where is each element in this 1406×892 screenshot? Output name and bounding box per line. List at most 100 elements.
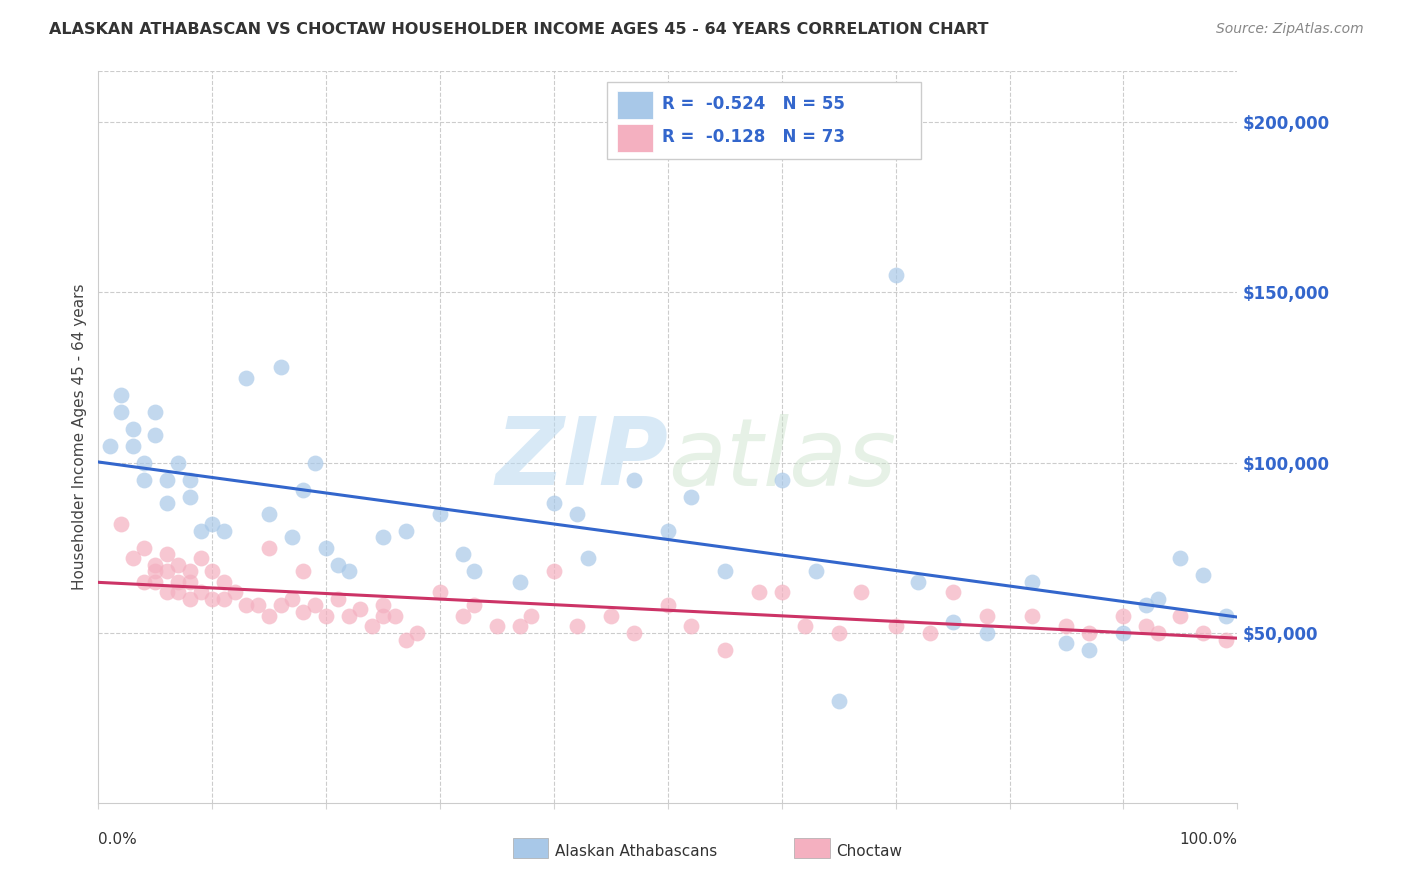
Point [145,565,167,579]
Point [918,625,941,640]
FancyBboxPatch shape [617,124,652,152]
Point [156,473,179,487]
Point [1192,625,1215,640]
Point [884,619,907,633]
Point [565,619,588,633]
Point [201,591,224,606]
Point [1078,642,1101,657]
Point [748,585,770,599]
Point [1021,608,1043,623]
Point [212,591,235,606]
Point [1135,619,1157,633]
Point [179,490,201,504]
Point [145,428,167,442]
Point [190,550,212,565]
Point [600,608,623,623]
Point [98,439,121,453]
Point [270,360,292,375]
Point [793,619,815,633]
Point [179,591,201,606]
Point [1135,599,1157,613]
Point [371,599,394,613]
Point [145,404,167,418]
Point [145,558,167,572]
FancyBboxPatch shape [607,82,921,159]
Point [259,541,281,555]
Point [907,574,929,589]
Point [1112,625,1135,640]
Point [156,585,179,599]
Point [145,574,167,589]
Point [1215,608,1237,623]
Point [156,548,179,562]
Point [451,548,474,562]
Text: Source: ZipAtlas.com: Source: ZipAtlas.com [1216,22,1364,37]
Point [360,619,382,633]
Point [179,574,201,589]
Point [110,404,132,418]
Point [281,591,304,606]
Point [121,421,143,435]
Text: Choctaw: Choctaw [837,845,903,859]
Point [942,585,965,599]
Point [292,565,315,579]
Point [292,483,315,497]
Point [259,608,281,623]
Point [371,608,394,623]
Point [1054,636,1078,650]
Point [281,531,304,545]
Text: 0.0%: 0.0% [98,832,138,847]
Point [156,565,179,579]
Point [326,591,349,606]
Point [212,524,235,538]
Point [1078,625,1101,640]
Point [1054,619,1078,633]
Point [623,473,645,487]
Text: 100.0%: 100.0% [1180,832,1237,847]
Text: atlas: atlas [668,414,896,505]
Point [132,541,155,555]
Point [132,456,155,470]
Point [315,608,337,623]
Point [201,516,224,531]
Point [304,456,326,470]
Point [565,507,588,521]
Point [463,565,485,579]
Point [292,605,315,619]
Point [132,574,155,589]
Point [623,625,645,640]
Point [714,565,737,579]
Point [804,565,827,579]
Point [384,608,406,623]
Point [429,507,451,521]
Text: R =  -0.128   N = 73: R = -0.128 N = 73 [662,128,845,146]
Point [543,565,565,579]
Point [121,550,143,565]
Point [132,473,155,487]
Point [714,642,737,657]
Point [167,558,190,572]
Point [1146,625,1168,640]
Point [657,524,679,538]
Point [679,619,702,633]
Point [224,585,246,599]
Point [121,439,143,453]
Point [976,608,998,623]
Point [326,558,349,572]
Point [337,565,360,579]
Point [851,585,873,599]
Point [371,531,394,545]
Point [212,574,235,589]
Text: Alaskan Athabascans: Alaskan Athabascans [555,845,717,859]
Text: R =  -0.524   N = 55: R = -0.524 N = 55 [662,95,845,113]
Point [201,565,224,579]
Point [406,625,429,640]
Point [1192,567,1215,582]
Point [576,550,599,565]
Point [543,496,565,510]
Text: ALASKAN ATHABASCAN VS CHOCTAW HOUSEHOLDER INCOME AGES 45 - 64 YEARS CORRELATION : ALASKAN ATHABASCAN VS CHOCTAW HOUSEHOLDE… [49,22,988,37]
Point [509,574,531,589]
Point [509,619,531,633]
Point [520,608,543,623]
Point [463,599,485,613]
